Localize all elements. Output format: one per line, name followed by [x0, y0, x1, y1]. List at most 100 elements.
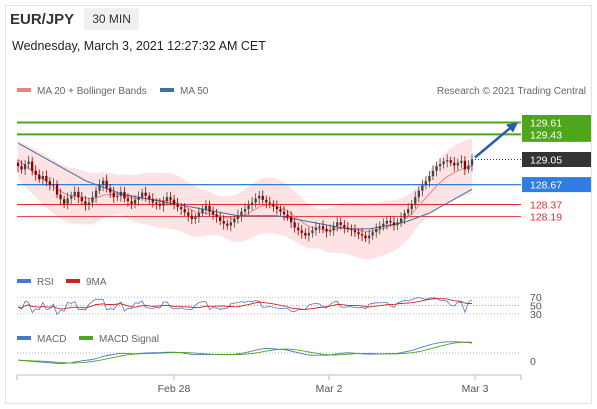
candle-body: [378, 226, 381, 229]
candle-body: [424, 181, 427, 186]
candle-body: [371, 232, 374, 236]
candle-body: [421, 185, 424, 191]
candle-body: [151, 199, 154, 203]
candle-body: [165, 197, 169, 202]
candle-body: [80, 197, 83, 202]
candle-body: [194, 217, 197, 219]
macd-signal-legend-swatch: [79, 336, 93, 340]
macd-legend-swatch: [17, 336, 31, 340]
candle-body: [180, 207, 183, 210]
candle-body: [286, 214, 289, 217]
candle-body: [55, 184, 59, 195]
candle-body: [190, 215, 193, 219]
resistance-tag-box: [522, 114, 591, 142]
candle-body: [45, 176, 48, 182]
candle-body: [250, 202, 254, 206]
candle-body: [389, 221, 392, 223]
candle-body: [91, 197, 94, 203]
macd-signal-line: [17, 341, 473, 364]
candle-body: [187, 212, 190, 216]
candle-body: [311, 230, 314, 233]
candle-body: [243, 209, 247, 212]
candle-body: [73, 191, 76, 196]
candle-body: [144, 192, 147, 196]
candle-body: [453, 162, 456, 166]
candle-body: [446, 160, 449, 162]
last-price-tag-box: [522, 152, 591, 167]
candle-body: [268, 202, 271, 204]
candle-body: [105, 180, 108, 188]
candle-body: [176, 203, 179, 208]
candle-body: [336, 222, 339, 227]
candle-body: [456, 162, 459, 166]
candle-body: [158, 203, 161, 206]
candle-body: [435, 166, 438, 171]
candle-body: [350, 228, 353, 231]
candle-body: [247, 205, 250, 210]
candle-body: [27, 161, 30, 165]
candle-body: [261, 195, 264, 200]
candle-body: [84, 201, 87, 206]
candle-body: [208, 205, 211, 212]
copyright-label: Research © 2021 Trading Central: [437, 86, 586, 97]
rsi-legend-label: RSI: [37, 277, 54, 288]
candle-body: [414, 197, 417, 204]
candle-body: [364, 235, 367, 239]
candle-body: [133, 199, 137, 204]
candle-body: [279, 209, 282, 212]
candle-body: [282, 211, 286, 215]
ma50-legend-label: MA 50: [180, 86, 209, 97]
x-tick-label: Feb 28: [158, 383, 191, 395]
candle-body: [16, 162, 20, 167]
candle-body: [265, 199, 268, 203]
candle-body: [375, 228, 378, 233]
candle-body: [148, 195, 151, 200]
candle-body: [368, 235, 371, 239]
candle-body: [98, 185, 101, 191]
rsi-ma-legend-label: 9MA: [86, 277, 107, 288]
candle-body: [226, 223, 229, 226]
rsi-level-label: 50: [530, 301, 542, 313]
candle-body: [162, 201, 165, 206]
macd-signal-legend-label: MACD Signal: [99, 334, 159, 345]
rsi-level-label: 30: [530, 309, 542, 321]
candle-body: [233, 219, 236, 223]
datetime-label: Wednesday, March 3, 2021 12:27:32 AM CET: [12, 39, 266, 53]
candle-body: [460, 160, 463, 163]
candle-body: [258, 195, 261, 199]
rsi-line: [17, 297, 473, 316]
candle-body: [126, 198, 130, 202]
candle-body: [428, 176, 431, 182]
candle-body: [463, 160, 467, 170]
candle-body: [169, 197, 172, 200]
candle-body: [353, 230, 357, 233]
candle-body: [343, 225, 346, 228]
candle-body: [38, 174, 41, 180]
candle-body: [417, 190, 420, 198]
candle-body: [399, 218, 403, 223]
candle-body: [304, 232, 307, 236]
forecast-arrow: [474, 125, 513, 159]
candle-body: [360, 234, 364, 236]
candle-body: [102, 180, 105, 186]
candle-body: [332, 226, 335, 231]
candle-body: [116, 195, 119, 198]
candle-body: [141, 192, 144, 198]
candle-body: [59, 194, 62, 200]
forecast-arrow-head: [506, 122, 518, 133]
candle-body: [41, 176, 44, 180]
candle-body: [155, 202, 158, 204]
timeframe-button[interactable]: 30 MIN: [84, 8, 139, 30]
candle-body: [442, 161, 445, 165]
candle-body: [94, 190, 98, 198]
candle-body: [297, 227, 300, 231]
candle-body: [204, 205, 208, 210]
candle-body: [20, 166, 23, 170]
candle-body: [219, 217, 222, 221]
candle-body: [236, 215, 240, 219]
macd-legend-label: MACD: [37, 334, 66, 345]
x-tick-label: Mar 2: [316, 383, 343, 395]
candle-body: [254, 198, 257, 203]
